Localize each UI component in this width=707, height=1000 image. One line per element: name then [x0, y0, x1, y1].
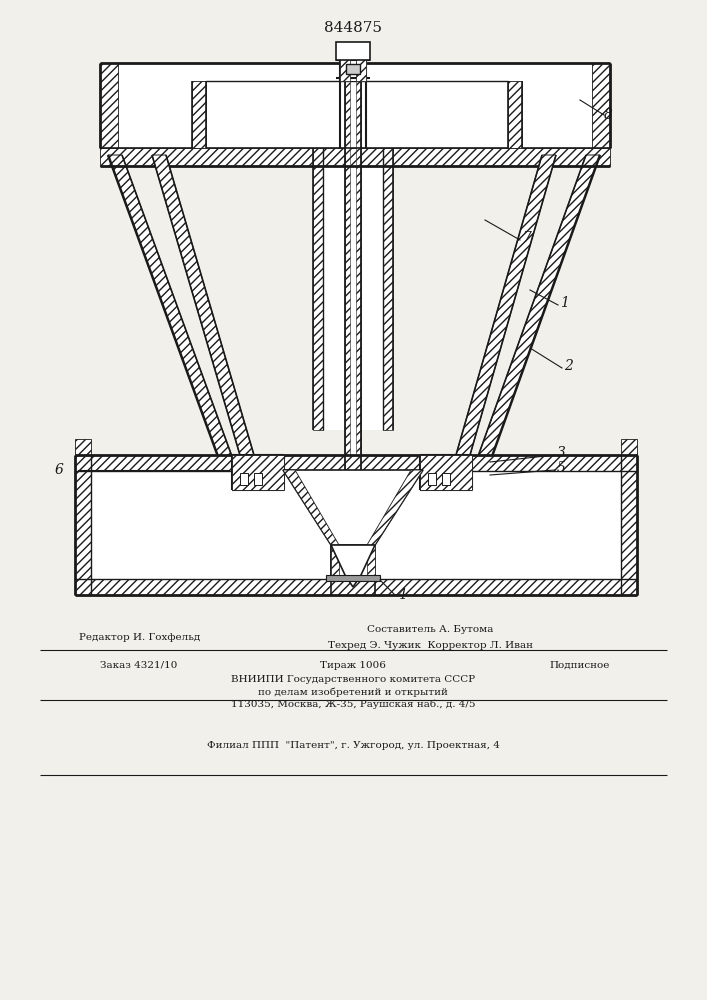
Bar	[75, 455, 637, 471]
Text: ВНИИПИ Государственного комитета СССР: ВНИИПИ Государственного комитета СССР	[231, 676, 475, 684]
Bar	[331, 545, 375, 579]
Text: Подписное: Подписное	[550, 660, 610, 670]
Text: 4: 4	[397, 588, 406, 602]
Polygon shape	[476, 155, 600, 462]
Bar	[75, 579, 637, 595]
Polygon shape	[283, 470, 423, 545]
Bar	[383, 148, 393, 430]
Text: Техред Э. Чужик  Корректор Л. Иван: Техред Э. Чужик Корректор Л. Иван	[327, 641, 532, 650]
Polygon shape	[367, 470, 423, 545]
Bar	[100, 63, 118, 148]
Text: 844875: 844875	[324, 21, 382, 35]
Bar	[621, 439, 637, 579]
Bar	[428, 473, 436, 485]
Text: Тираж 1006: Тираж 1006	[320, 660, 386, 670]
Bar	[323, 148, 383, 430]
Bar	[254, 473, 262, 485]
Polygon shape	[152, 155, 256, 462]
Text: 1: 1	[560, 296, 569, 310]
Bar	[350, 55, 356, 81]
Bar	[508, 81, 522, 148]
Bar	[356, 75, 361, 545]
Bar	[118, 63, 592, 148]
Bar	[192, 81, 206, 148]
Polygon shape	[454, 155, 556, 462]
Bar	[232, 455, 284, 490]
Polygon shape	[331, 545, 375, 587]
Text: Составитель А. Бутома: Составитель А. Бутома	[367, 626, 493, 635]
Text: 5: 5	[557, 461, 566, 475]
Bar	[91, 471, 621, 579]
Bar	[345, 75, 361, 545]
Bar	[313, 148, 323, 430]
Bar	[331, 545, 339, 579]
Bar	[345, 75, 350, 545]
Bar	[420, 455, 472, 490]
Text: 2: 2	[564, 359, 573, 373]
Text: 6: 6	[55, 463, 64, 477]
Bar	[118, 81, 192, 148]
Text: по делам изобретений и открытий: по делам изобретений и открытий	[258, 687, 448, 697]
Text: Филиал ППП  "Патент", г. Ужгород, ул. Проектная, 4: Филиал ППП "Патент", г. Ужгород, ул. Про…	[206, 740, 499, 750]
Bar	[442, 473, 450, 485]
Bar	[346, 64, 360, 74]
Bar	[340, 55, 350, 81]
Bar	[336, 42, 370, 60]
Bar	[206, 81, 508, 148]
Bar	[240, 473, 248, 485]
Bar	[75, 439, 91, 579]
Text: 8: 8	[604, 108, 613, 122]
Text: 7: 7	[522, 231, 531, 245]
Text: 3: 3	[557, 446, 566, 460]
Bar	[100, 148, 610, 166]
Polygon shape	[108, 155, 234, 462]
Bar	[356, 55, 366, 81]
Polygon shape	[283, 470, 339, 545]
Bar	[367, 545, 375, 579]
Bar	[592, 63, 610, 148]
Text: Заказ 4321/10: Заказ 4321/10	[100, 660, 177, 670]
Text: Редактор И. Гохфельд: Редактор И. Гохфельд	[79, 634, 201, 643]
Bar	[326, 575, 380, 581]
Text: 113035, Москва, Ж-35, Раушская наб., д. 4/5: 113035, Москва, Ж-35, Раушская наб., д. …	[230, 699, 475, 709]
